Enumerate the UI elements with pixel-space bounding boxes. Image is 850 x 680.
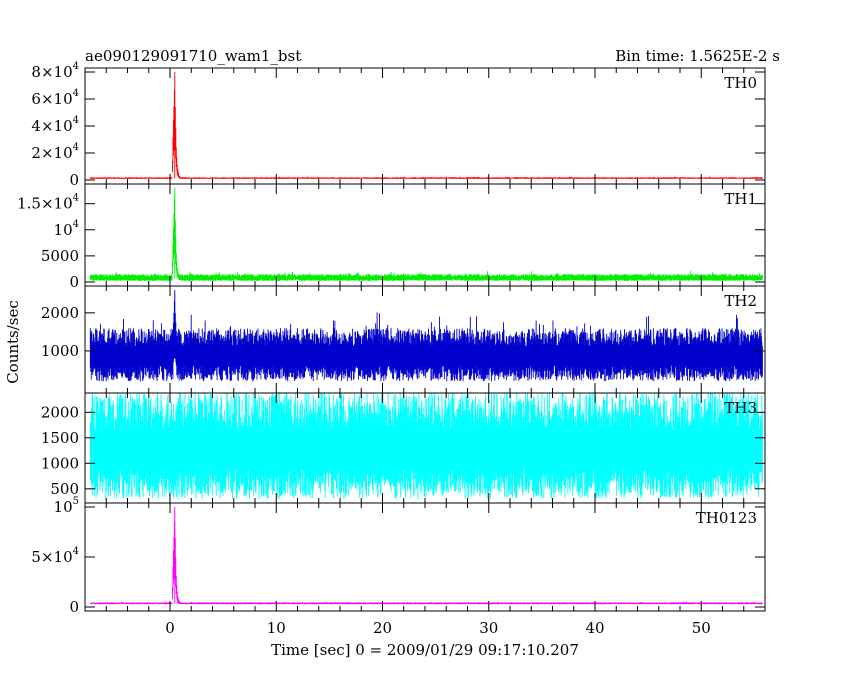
y-tick-label: 2×104 [31, 142, 79, 162]
y-axis-label: Counts/sec [4, 300, 22, 384]
y-tick-label: 4×104 [31, 115, 79, 135]
y-tick-exponent: 4 [73, 193, 79, 204]
y-tick-label: 0 [69, 171, 79, 189]
y-tick-label: 1500 [41, 429, 79, 447]
x-tick-label: 40 [585, 619, 604, 637]
panel-frame [84, 67, 766, 185]
chart-subtitle: Bin time: 1.5625E-2 s [615, 47, 780, 65]
panel-th0123: TH0123 0 5×104 105 [31, 496, 766, 616]
panel-label: TH1 [724, 190, 757, 208]
y-tick-label: 105 [54, 496, 79, 516]
panel-frame [84, 183, 766, 287]
y-tick-label: 500 [50, 480, 79, 498]
x-tick-label: 50 [692, 619, 711, 637]
y-tick-label: 104 [54, 219, 79, 239]
series-line-th2 [89, 290, 763, 382]
panel-th3: TH3 500 1000 1500 2000 [41, 392, 766, 504]
panel-th1: TH1 0 5000 104 1.5×104 [17, 183, 766, 291]
y-tick-exponent: 5 [73, 496, 79, 507]
series-line-th0123 [89, 507, 763, 605]
y-tick-label: 0 [69, 273, 79, 291]
y-tick-label: 8×104 [31, 61, 79, 81]
series-line-th3 [89, 393, 763, 499]
y-tick-exponent: 4 [73, 546, 79, 557]
panel-label: TH0123 [696, 509, 757, 527]
y-tick-exponent: 4 [73, 61, 79, 72]
y-tick-label: 5000 [41, 247, 79, 265]
y-tick-label: 1000 [41, 454, 79, 472]
y-tick-exponent: 4 [73, 88, 79, 99]
y-tick-label: 0 [69, 598, 79, 616]
y-tick-exponent: 4 [73, 142, 79, 153]
y-tick-exponent: 4 [73, 219, 79, 230]
y-tick-exponent: 4 [73, 115, 79, 126]
chart-title: ae090129091710_wam1_bst [85, 47, 301, 65]
y-tick-label: 2000 [41, 403, 79, 421]
panel-th2: TH2 1000 2000 [41, 285, 766, 394]
x-tick-label: 30 [479, 619, 498, 637]
x-axis-label: Time [sec] 0 = 2009/01/29 09:17:10.207 [271, 641, 579, 659]
panel-label: TH0 [724, 74, 757, 92]
series-line-th0 [89, 72, 763, 179]
panel-label: TH2 [724, 292, 757, 310]
y-tick-label: 5×104 [31, 546, 79, 566]
x-tick-label: 10 [267, 619, 286, 637]
panel-frame [84, 502, 766, 612]
y-tick-label: 2000 [41, 304, 79, 322]
y-tick-label: 1000 [41, 342, 79, 360]
y-tick-label: 1.5×104 [17, 193, 79, 213]
panels-group: TH002×1044×1046×1048×104TH1050001041.5×1… [17, 61, 766, 637]
series-line-th1 [89, 188, 763, 281]
x-tick-label: 0 [165, 619, 175, 637]
panel-th0: TH0 0 2×104 4×104 6×104 8×104 [31, 61, 766, 189]
x-tick-label: 20 [373, 619, 392, 637]
panel-label: TH3 [724, 399, 757, 417]
y-tick-label: 6×104 [31, 88, 79, 108]
